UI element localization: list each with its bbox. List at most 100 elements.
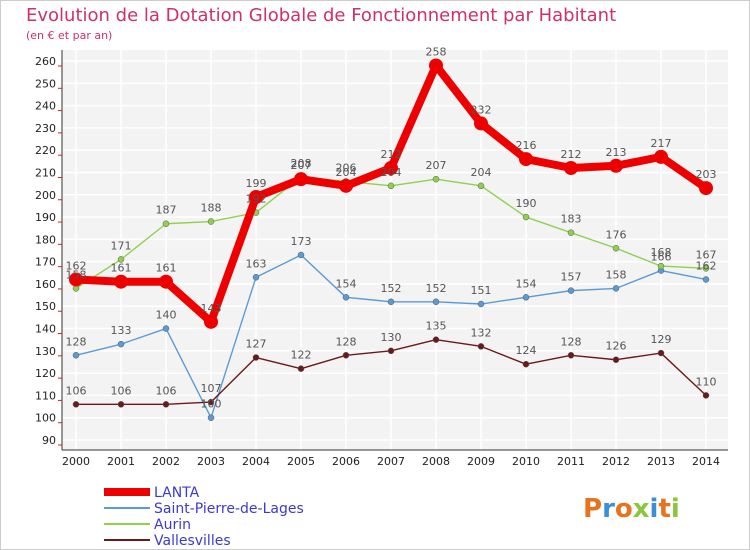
- data-label: 106: [111, 384, 132, 397]
- data-point: [612, 245, 620, 252]
- data-point: [162, 220, 170, 227]
- x-tick-label: 2011: [557, 455, 585, 468]
- y-tick-label: 260: [35, 55, 56, 68]
- data-point: [477, 300, 485, 308]
- data-label: 206: [336, 161, 357, 174]
- data-point: [519, 152, 533, 167]
- data-label: 190: [516, 197, 537, 210]
- data-label: 232: [471, 103, 492, 116]
- proxiti-logo: Proxiti: [583, 494, 680, 524]
- logo-letter: x: [633, 494, 650, 524]
- data-point: [297, 365, 305, 372]
- data-label: 157: [561, 271, 582, 284]
- data-point: [207, 398, 215, 406]
- data-point: [609, 158, 623, 173]
- data-label: 124: [516, 344, 537, 357]
- data-point: [699, 181, 713, 196]
- data-label: 161: [111, 262, 132, 275]
- x-tick-label: 2005: [287, 455, 315, 468]
- data-point: [252, 354, 260, 361]
- chart-subtitle: (en € et par an): [26, 29, 112, 42]
- y-tick-label: 180: [35, 233, 56, 246]
- y-tick-label: 200: [35, 189, 56, 202]
- data-label: 100: [201, 398, 222, 411]
- data-label: 204: [336, 166, 357, 179]
- data-point: [702, 276, 710, 283]
- data-label: 152: [381, 282, 402, 295]
- y-tick-label: 150: [35, 300, 56, 313]
- data-point: [162, 325, 170, 332]
- data-point: [387, 298, 395, 306]
- data-label: 132: [471, 326, 492, 339]
- y-tick-label: 160: [35, 278, 56, 291]
- y-tick-label: 120: [35, 367, 56, 380]
- data-label: 110: [696, 375, 717, 388]
- y-tick-label: 220: [35, 144, 56, 157]
- data-point: [117, 401, 125, 408]
- data-point: [612, 285, 620, 292]
- data-label: 151: [471, 284, 492, 297]
- data-label: 203: [696, 168, 717, 181]
- data-point: [567, 229, 575, 236]
- legend-label: Saint-Pierre-de-Lages: [154, 501, 304, 517]
- data-label: 133: [111, 324, 132, 337]
- data-label: 204: [381, 166, 402, 179]
- data-label: 158: [66, 268, 87, 281]
- data-point: [387, 182, 395, 190]
- data-point: [249, 189, 263, 204]
- data-label: 217: [651, 137, 672, 150]
- logo-letter: o: [615, 494, 633, 524]
- logo-letter: P: [583, 494, 602, 524]
- data-point: [69, 272, 83, 287]
- logo-letter: i: [671, 494, 680, 524]
- data-point: [252, 274, 260, 281]
- data-label: 176: [606, 228, 627, 241]
- data-label: 204: [471, 166, 492, 179]
- x-tick-label: 2006: [332, 455, 360, 468]
- data-point: [477, 182, 485, 190]
- data-point: [207, 414, 215, 421]
- data-label: 166: [651, 251, 672, 264]
- data-label: 183: [561, 213, 582, 226]
- data-label: 162: [66, 259, 87, 272]
- data-label: 154: [516, 277, 537, 290]
- data-point: [429, 58, 443, 73]
- data-point: [564, 161, 578, 176]
- data-point: [339, 178, 353, 193]
- data-label: 128: [561, 335, 582, 348]
- y-tick-label: 140: [35, 323, 56, 336]
- x-tick-label: 2014: [692, 455, 720, 468]
- data-point: [159, 274, 173, 289]
- y-tick-label: 90: [42, 434, 56, 447]
- data-label: 199: [246, 177, 267, 190]
- x-tick-label: 2009: [467, 455, 495, 468]
- data-label: 122: [291, 349, 312, 362]
- data-label: 143: [201, 302, 222, 315]
- data-point: [477, 343, 485, 350]
- data-point: [114, 274, 128, 289]
- x-tick-label: 2000: [62, 455, 90, 468]
- x-tick-label: 2013: [647, 455, 675, 468]
- data-point: [522, 294, 530, 301]
- data-label: 173: [291, 235, 312, 248]
- data-point: [204, 314, 218, 329]
- legend: LANTASaint-Pierre-de-LagesAurinVallesvil…: [104, 485, 304, 549]
- data-label: 154: [336, 277, 357, 290]
- data-point: [654, 149, 668, 164]
- x-tick-label: 2001: [107, 455, 135, 468]
- x-tick-label: 2003: [197, 455, 225, 468]
- y-tick-label: 170: [35, 256, 56, 269]
- y-tick-label: 230: [35, 122, 56, 135]
- data-label: 128: [336, 335, 357, 348]
- data-point: [567, 352, 575, 359]
- y-tick-label: 130: [35, 345, 56, 358]
- data-point: [72, 352, 80, 359]
- data-point: [474, 116, 488, 131]
- x-tick-label: 2012: [602, 455, 630, 468]
- x-tick-label: 2004: [242, 455, 270, 468]
- data-point: [342, 352, 350, 359]
- data-point: [522, 360, 530, 368]
- x-tick-label: 2002: [152, 455, 180, 468]
- data-label: 213: [606, 146, 627, 159]
